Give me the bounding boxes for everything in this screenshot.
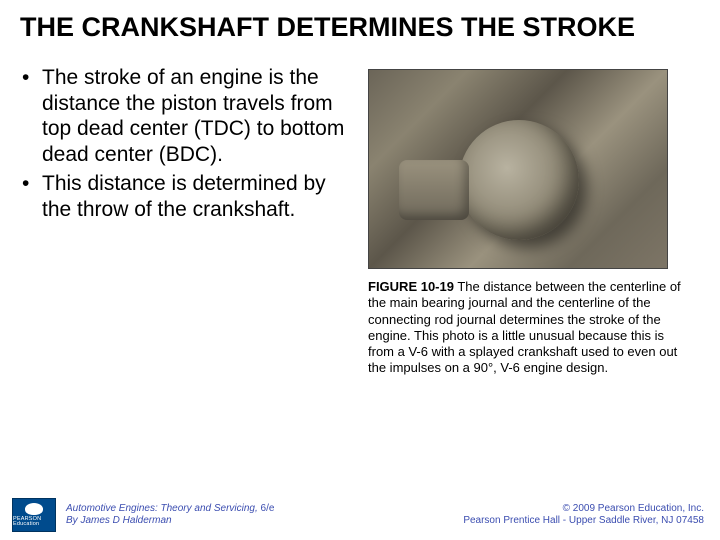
- figure-column: FIGURE 10-19 The distance between the ce…: [368, 65, 688, 540]
- pearson-logo: PEARSON Education: [12, 498, 56, 532]
- publisher-address: Pearson Prentice Hall - Upper Saddle Riv…: [463, 515, 704, 527]
- bullet-list: The stroke of an engine is the distance …: [20, 65, 350, 223]
- author-line: By James D Halderman: [66, 515, 274, 527]
- book-title-line: Automotive Engines: Theory and Servicing…: [66, 503, 274, 515]
- logo-text: PEARSON Education: [13, 517, 55, 528]
- content-row: The stroke of an engine is the distance …: [20, 65, 700, 540]
- figure-label: FIGURE 10-19: [368, 279, 454, 294]
- credits-left: Automotive Engines: Theory and Servicing…: [66, 503, 274, 527]
- crankshaft-photo: [368, 69, 668, 269]
- figure-caption: FIGURE 10-19 The distance between the ce…: [368, 279, 688, 377]
- slide: THE CRANKSHAFT DETERMINES THE STROKE The…: [0, 0, 720, 540]
- slide-footer: PEARSON Education Automotive Engines: Th…: [0, 494, 720, 540]
- slide-title: THE CRANKSHAFT DETERMINES THE STROKE: [20, 12, 700, 43]
- copyright-line: © 2009 Pearson Education, Inc.: [463, 503, 704, 515]
- credits-right: © 2009 Pearson Education, Inc. Pearson P…: [463, 503, 704, 527]
- book-title-italic: Automotive Engines: Theory and Servicing…: [66, 503, 258, 514]
- bullet-item: This distance is determined by the throw…: [20, 171, 350, 222]
- book-edition: 6/e: [258, 503, 275, 514]
- bullet-column: The stroke of an engine is the distance …: [20, 65, 350, 540]
- bullet-item: The stroke of an engine is the distance …: [20, 65, 350, 167]
